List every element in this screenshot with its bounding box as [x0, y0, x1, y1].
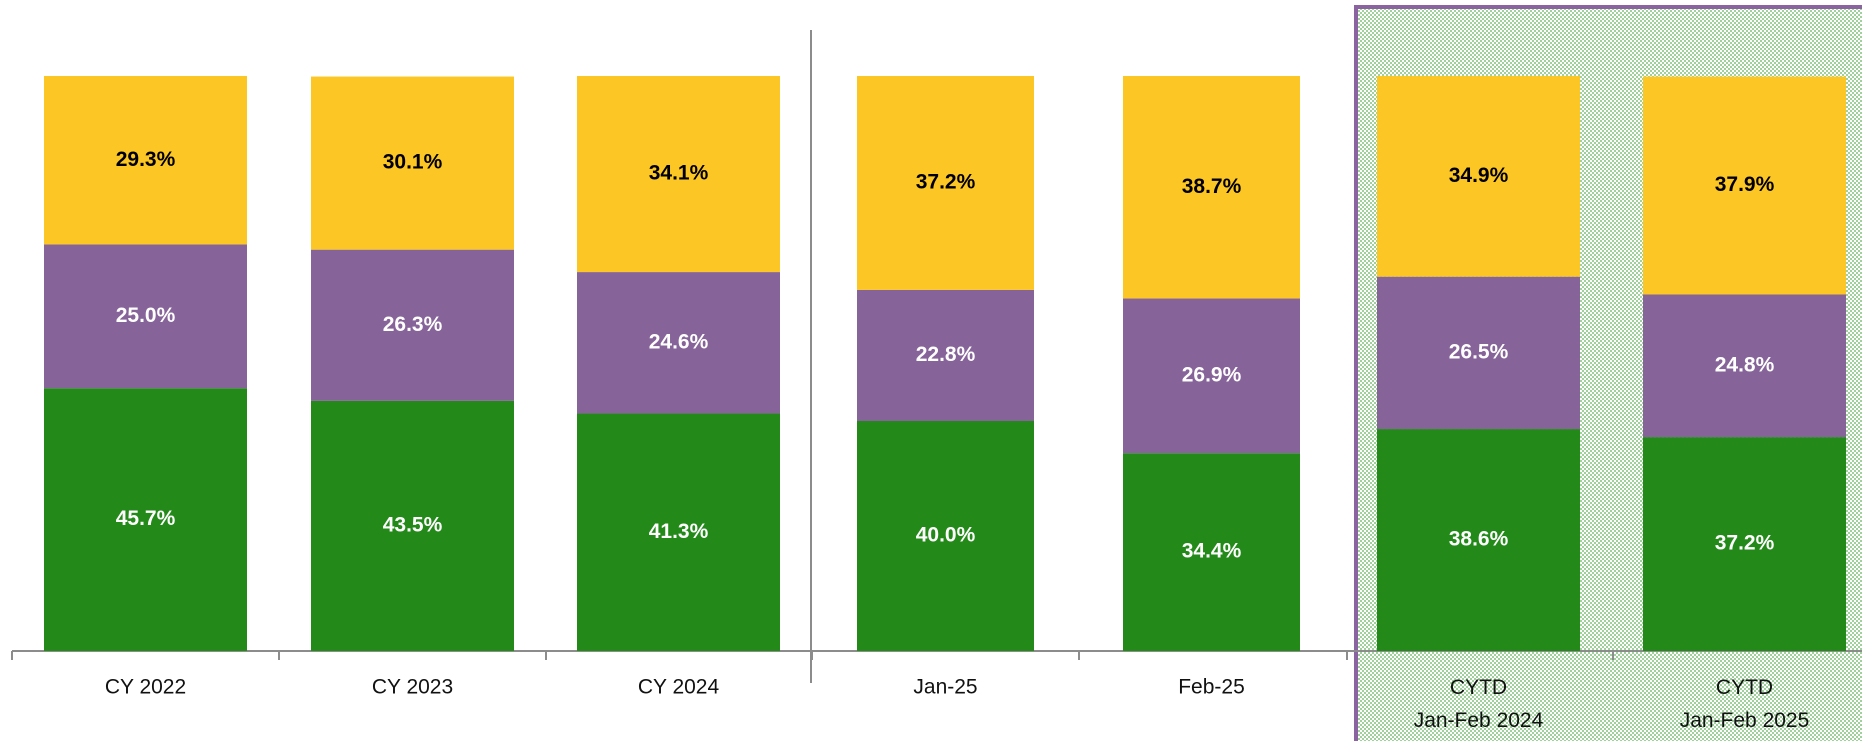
- x-tick-label-line: CYTD: [1450, 676, 1507, 699]
- bar-segment: [311, 76, 514, 250]
- x-tick-label-line: CYTD: [1716, 676, 1773, 699]
- x-tick-label: CY 2024: [638, 676, 720, 699]
- bar-segment: [311, 400, 514, 651]
- bar-segment: [1377, 76, 1580, 277]
- x-tick-label-line: Jan-Feb 2025: [1680, 709, 1810, 732]
- bar-segment: [44, 388, 247, 651]
- value-label: 34.9%: [1449, 164, 1509, 187]
- value-label: 38.7%: [1182, 175, 1242, 198]
- bar-segment: [1123, 76, 1300, 299]
- bar-segment: [857, 76, 1034, 290]
- bar-segment: [1123, 298, 1300, 454]
- value-label: 24.6%: [649, 330, 709, 353]
- value-label: 24.8%: [1715, 353, 1775, 376]
- bar-segment: [311, 249, 514, 401]
- bar-segment: [44, 76, 247, 245]
- value-label: 34.1%: [649, 162, 709, 185]
- x-tick-label: Feb-25: [1178, 676, 1245, 699]
- bar-segment: [577, 272, 780, 414]
- value-label: 41.3%: [649, 520, 709, 543]
- bar-segment: [857, 289, 1034, 421]
- value-label: 26.5%: [1449, 340, 1509, 363]
- value-label: 25.0%: [116, 304, 176, 327]
- value-label: 26.9%: [1182, 363, 1242, 386]
- bar-segment: [1643, 76, 1846, 295]
- x-tick-label: CY 2023: [372, 676, 453, 699]
- value-label: 43.5%: [383, 513, 443, 536]
- bar-segment: [577, 413, 780, 651]
- x-tick-label: CY 2022: [105, 676, 186, 699]
- value-label: 34.4%: [1182, 540, 1242, 563]
- bar-segment: [1377, 429, 1580, 651]
- value-label: 30.1%: [383, 151, 443, 174]
- value-label: 38.6%: [1449, 528, 1509, 551]
- value-label: 29.3%: [116, 148, 176, 171]
- value-label: 37.2%: [916, 170, 976, 193]
- bar-segment: [1643, 294, 1846, 438]
- value-label: 37.2%: [1715, 532, 1775, 555]
- value-label: 22.8%: [916, 343, 976, 366]
- bar-segment: [1377, 276, 1580, 430]
- x-tick-label: CYTD Jan-Feb 2024: [1414, 676, 1544, 732]
- value-label: 45.7%: [116, 507, 176, 530]
- x-tick-label-line: Jan-Feb 2024: [1414, 709, 1544, 732]
- bar-segment: [857, 421, 1034, 651]
- bar-segment: [1123, 453, 1300, 651]
- x-tick-label: Jan-25: [913, 676, 977, 699]
- bar-segment: [44, 244, 247, 389]
- bar-segment: [1643, 437, 1846, 651]
- value-label: 26.3%: [383, 313, 443, 336]
- value-label: 40.0%: [916, 524, 976, 547]
- value-label: 37.9%: [1715, 173, 1775, 196]
- bar-segment: [577, 76, 780, 273]
- x-tick-label: CYTD Jan-Feb 2025: [1680, 676, 1810, 732]
